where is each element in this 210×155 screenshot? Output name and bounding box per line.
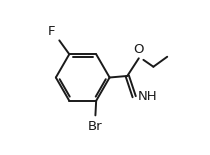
- Text: Br: Br: [88, 120, 103, 133]
- Text: O: O: [134, 43, 144, 56]
- Text: NH: NH: [138, 90, 158, 103]
- Text: F: F: [48, 25, 55, 38]
